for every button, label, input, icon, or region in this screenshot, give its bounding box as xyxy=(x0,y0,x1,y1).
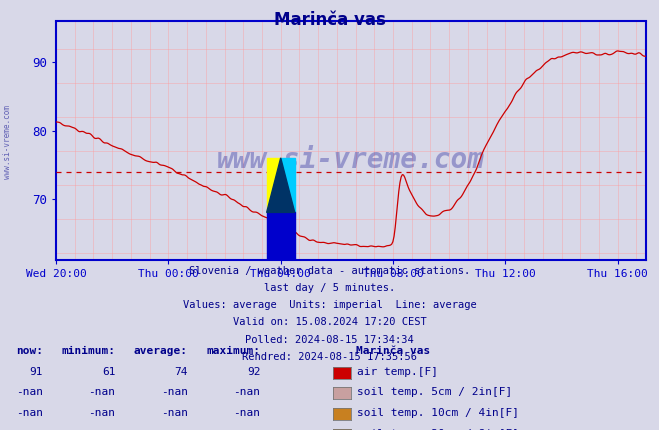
Text: Rendred: 2024-08-15 17:35:56: Rendred: 2024-08-15 17:35:56 xyxy=(242,352,417,362)
Text: -nan: -nan xyxy=(88,387,115,397)
Text: www.si-vreme.com: www.si-vreme.com xyxy=(3,105,13,179)
Text: now:: now: xyxy=(16,346,43,356)
Bar xyxy=(267,158,281,212)
Text: Marinča vas: Marinča vas xyxy=(273,11,386,29)
Text: -nan: -nan xyxy=(161,408,188,418)
Text: 91: 91 xyxy=(30,367,43,377)
Text: -nan: -nan xyxy=(16,429,43,430)
Text: air temp.[F]: air temp.[F] xyxy=(357,367,438,377)
Text: Values: average  Units: imperial  Line: average: Values: average Units: imperial Line: av… xyxy=(183,300,476,310)
Text: -nan: -nan xyxy=(16,408,43,418)
Text: 61: 61 xyxy=(102,367,115,377)
Text: 92: 92 xyxy=(247,367,260,377)
Text: -nan: -nan xyxy=(233,387,260,397)
Text: soil temp. 20cm / 8in[F]: soil temp. 20cm / 8in[F] xyxy=(357,429,519,430)
Text: soil temp. 5cm / 2in[F]: soil temp. 5cm / 2in[F] xyxy=(357,387,513,397)
Text: -nan: -nan xyxy=(88,408,115,418)
Text: -nan: -nan xyxy=(233,429,260,430)
Text: -nan: -nan xyxy=(233,408,260,418)
Text: -nan: -nan xyxy=(88,429,115,430)
Bar xyxy=(267,212,295,267)
Text: Slovenia / weather data - automatic stations.: Slovenia / weather data - automatic stat… xyxy=(189,266,470,276)
Text: www.si-vreme.com: www.si-vreme.com xyxy=(217,146,485,174)
Text: -nan: -nan xyxy=(161,429,188,430)
Polygon shape xyxy=(267,158,295,212)
Text: 74: 74 xyxy=(175,367,188,377)
Text: last day / 5 minutes.: last day / 5 minutes. xyxy=(264,283,395,293)
Text: minimum:: minimum: xyxy=(61,346,115,356)
Text: Marinča vas: Marinča vas xyxy=(356,346,430,356)
Bar xyxy=(281,158,295,212)
Text: maximum:: maximum: xyxy=(206,346,260,356)
Text: soil temp. 10cm / 4in[F]: soil temp. 10cm / 4in[F] xyxy=(357,408,519,418)
Text: Polled: 2024-08-15 17:34:34: Polled: 2024-08-15 17:34:34 xyxy=(245,335,414,344)
Text: Valid on: 15.08.2024 17:20 CEST: Valid on: 15.08.2024 17:20 CEST xyxy=(233,317,426,327)
Text: -nan: -nan xyxy=(16,387,43,397)
Text: average:: average: xyxy=(134,346,188,356)
Text: -nan: -nan xyxy=(161,387,188,397)
